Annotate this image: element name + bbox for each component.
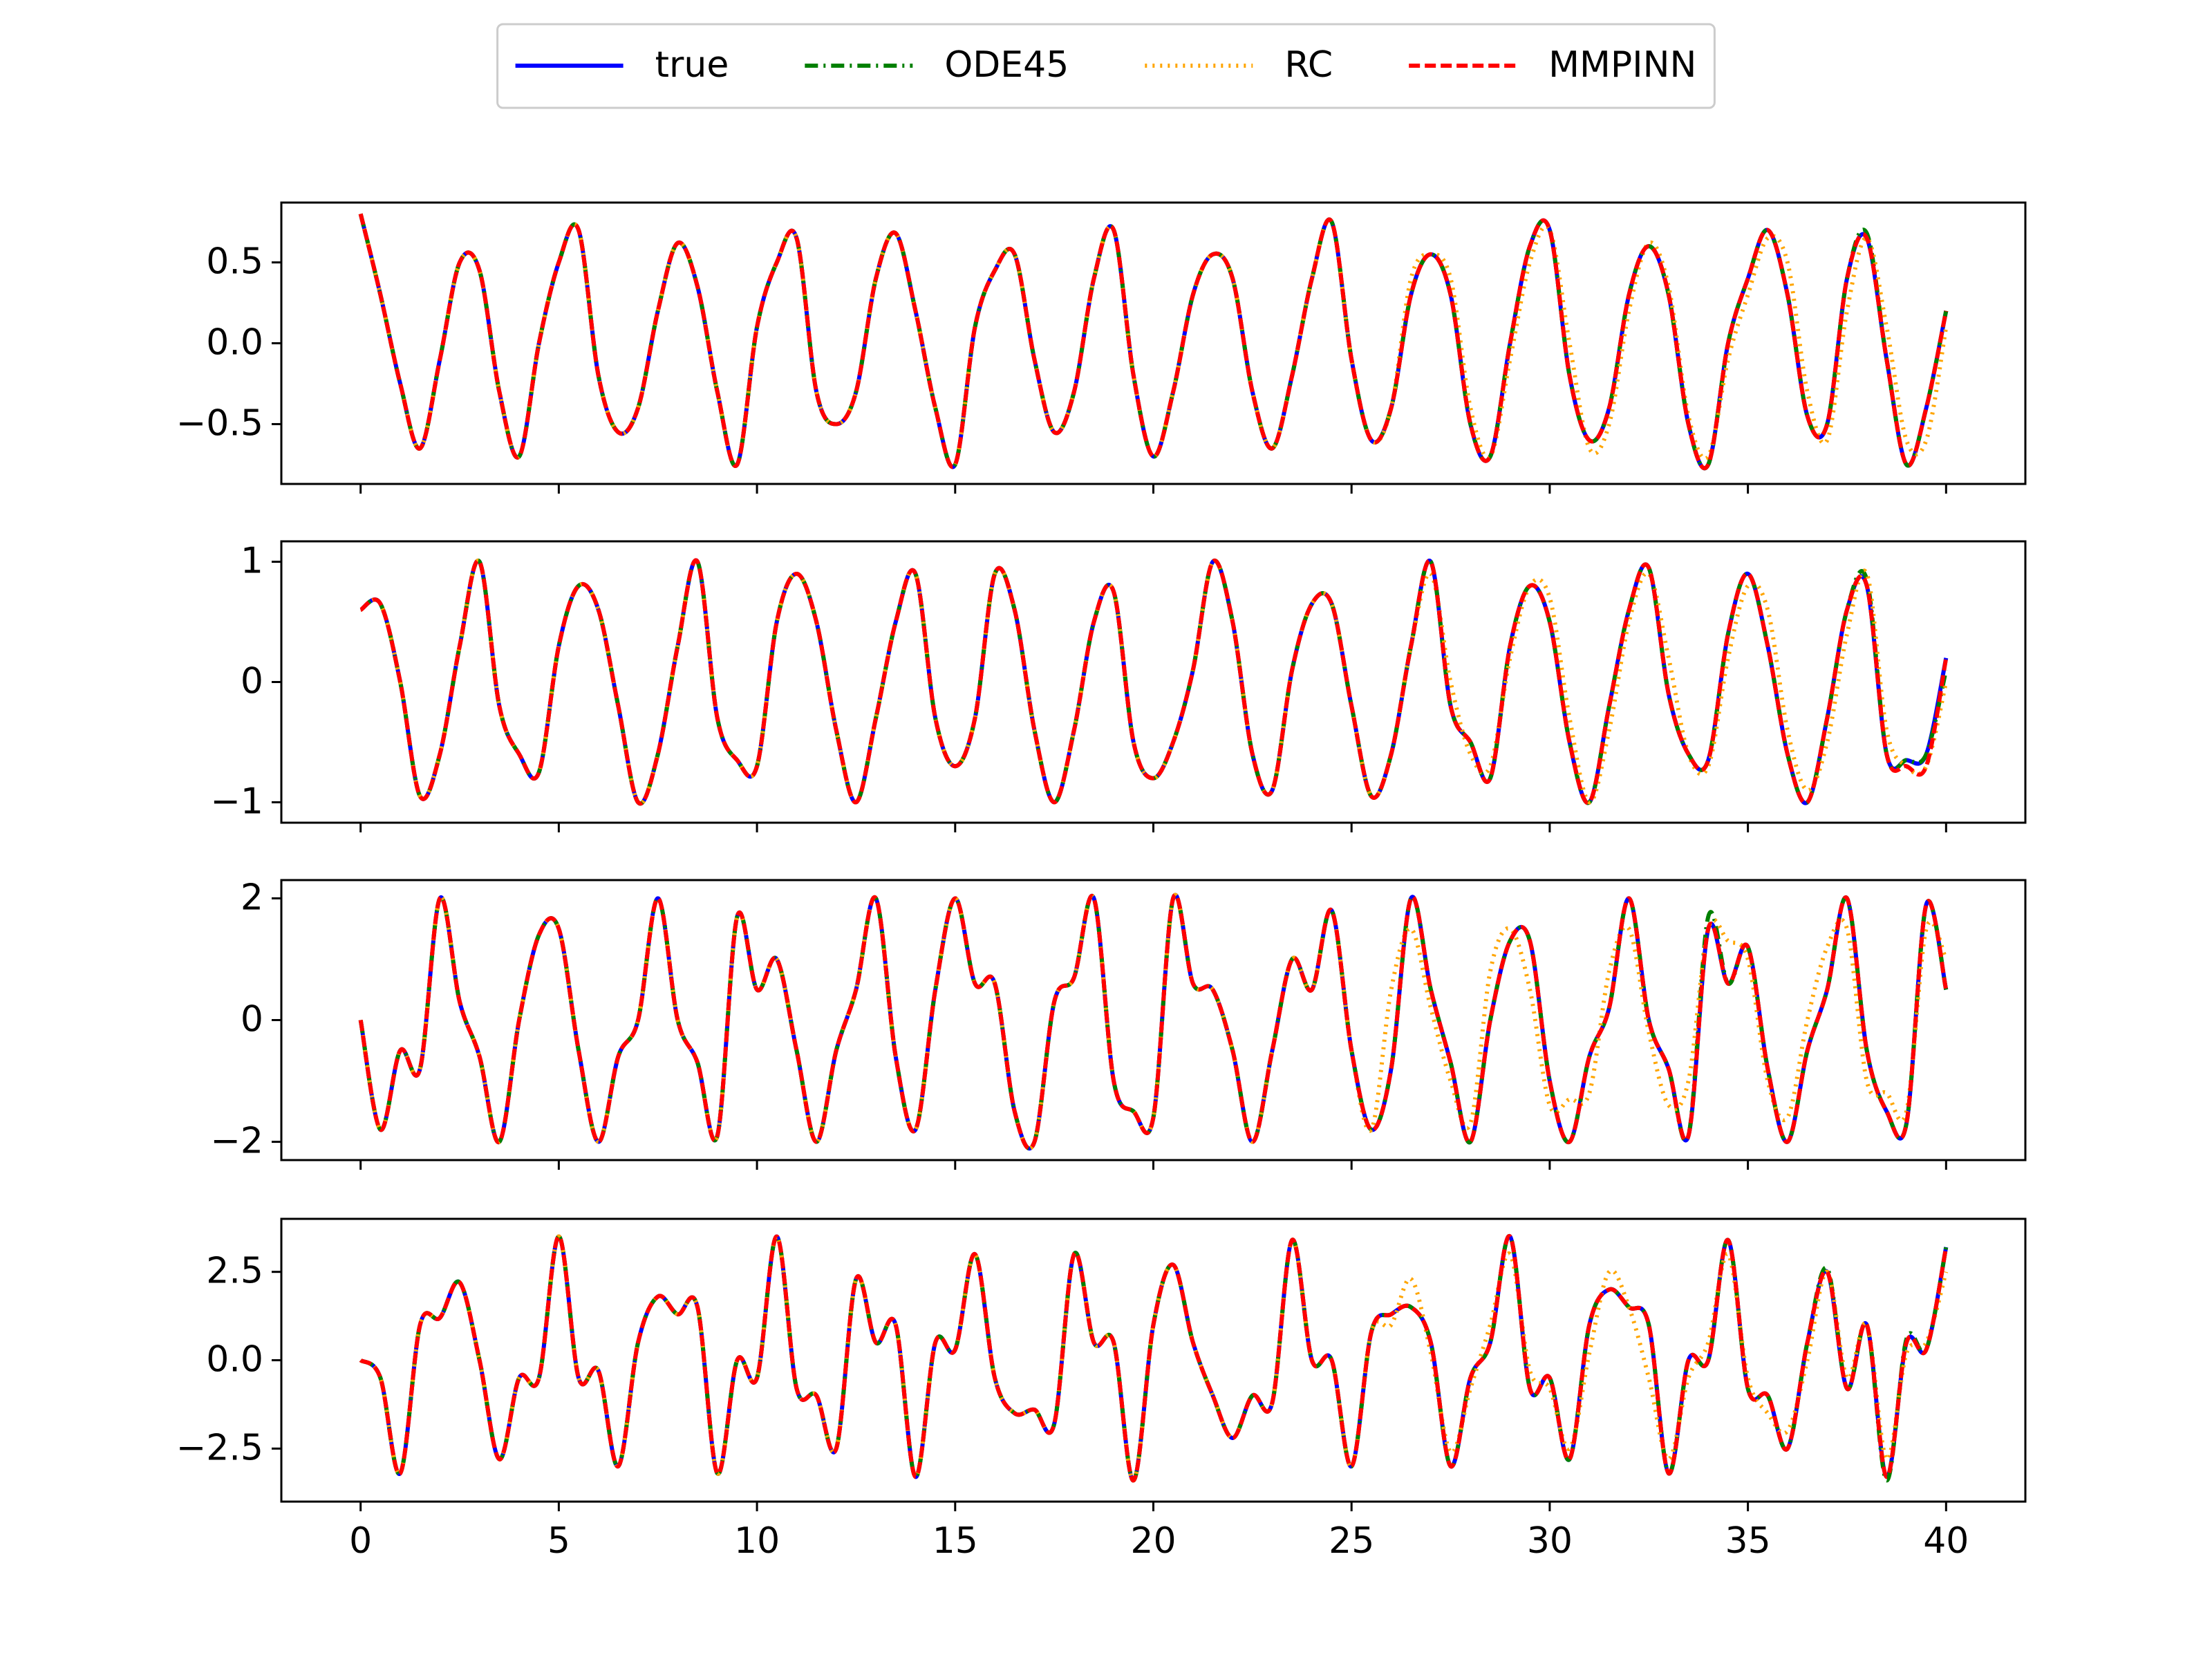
axes-frame — [280, 879, 2027, 1161]
x-tick-label: 20 — [1130, 1520, 1176, 1562]
x-tick-label: 10 — [734, 1520, 780, 1562]
axes-frame — [280, 540, 2027, 824]
x-tick-label: 25 — [1329, 1520, 1374, 1562]
x-tick-label: 35 — [1725, 1520, 1771, 1562]
y-tick-label: 0.0 — [206, 322, 263, 364]
y-tick-label: 1 — [241, 541, 263, 582]
y-tick-label: 0 — [241, 999, 263, 1040]
legend-label: ODE45 — [944, 44, 1069, 86]
legend-label: true — [655, 44, 729, 86]
y-tick-label: −0.5 — [176, 402, 263, 444]
x-tick-label: 15 — [932, 1520, 978, 1562]
axes-frame — [280, 201, 2027, 485]
y-tick-label: −2.5 — [176, 1427, 263, 1468]
legend: true ODE45 RC MMPINN — [496, 23, 1716, 109]
legend-label: RC — [1284, 44, 1333, 86]
series-line — [359, 558, 1949, 806]
x-tick-label: 30 — [1527, 1520, 1573, 1562]
y-tick-label: 2 — [241, 877, 263, 918]
series-line — [358, 213, 1949, 471]
y-tick-label: 0.5 — [206, 241, 263, 283]
x-tick-label: 0 — [349, 1520, 372, 1562]
y-tick-label: −2 — [210, 1121, 263, 1162]
y-tick-label: 0.0 — [206, 1339, 263, 1381]
y-tick-label: 2.5 — [206, 1251, 263, 1292]
legend-label: MMPINN — [1548, 44, 1696, 86]
legend-box — [496, 23, 1716, 109]
series-line — [358, 893, 1949, 1151]
y-tick-label: −1 — [210, 781, 263, 822]
x-tick-label: 40 — [1923, 1520, 1969, 1562]
y-tick-label: 0 — [241, 661, 263, 702]
axes-frame — [280, 1217, 2027, 1503]
x-tick-label: 5 — [547, 1520, 570, 1562]
